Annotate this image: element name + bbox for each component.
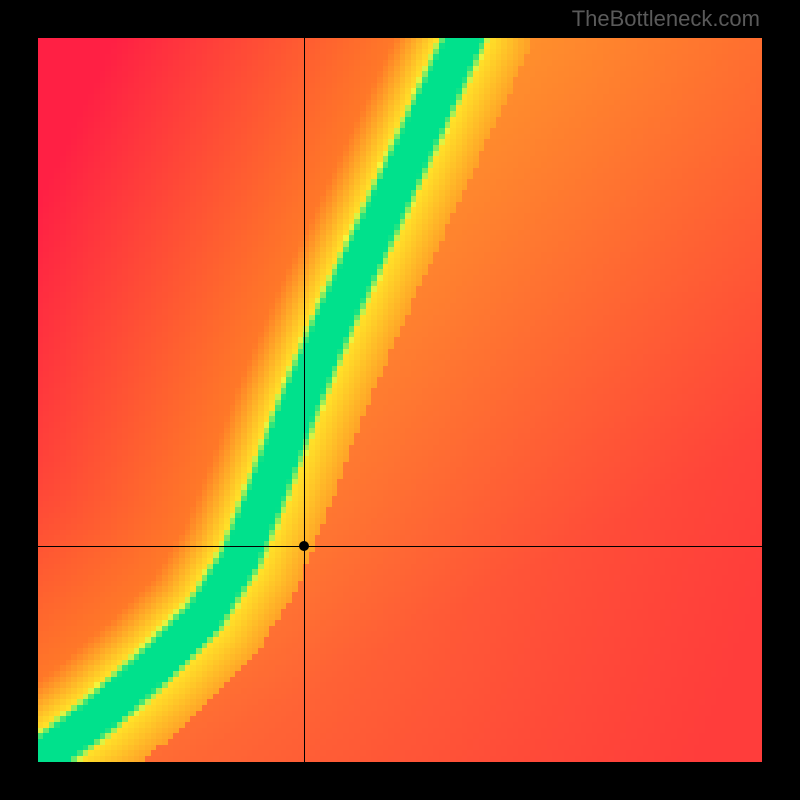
heatmap-canvas [38,38,762,762]
marker-dot [299,541,309,551]
crosshair-vertical [304,38,305,762]
crosshair-horizontal [38,546,762,547]
attribution-text: TheBottleneck.com [572,6,760,32]
heatmap-chart [38,38,762,762]
